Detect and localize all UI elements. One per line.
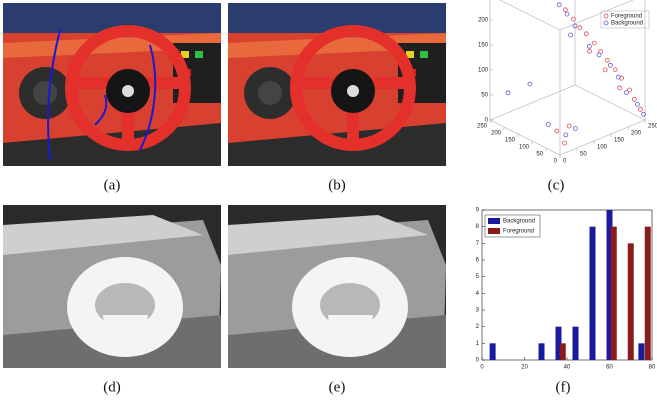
photo-a [3,3,221,166]
point [528,82,532,86]
box-edge [490,85,575,120]
bar [628,243,634,360]
y-tick-label: 3 [476,308,480,314]
x-tick-label: 20 [521,365,528,371]
z-tick-label: 150 [478,43,489,49]
y-tick-label: 50 [536,152,543,158]
y-tick-label: 2 [476,324,480,330]
point [635,102,639,106]
y-tick-label: 200 [491,131,502,137]
panel-label: (a) [104,177,121,193]
y-tick-label: 9 [476,208,480,214]
y-tick-label: 100 [519,145,530,151]
y-tick-label: 5 [476,274,480,280]
depth-d [3,205,221,368]
point [592,41,596,45]
z-tick-label: 100 [478,68,489,74]
legend-label: Foreground [611,14,642,20]
point [555,129,559,133]
box-edge [490,0,560,30]
point [567,124,571,128]
x-tick-label: 0 [563,159,567,165]
depth-e [228,205,446,368]
panel-label: (d) [103,379,121,395]
panel-label: (b) [328,177,346,193]
box-edge [575,85,645,120]
y-tick-label: 7 [476,241,480,247]
x-tick-label: 250 [648,124,657,130]
y-tick-label: 0 [554,159,558,165]
bar [573,327,579,360]
point [569,33,573,37]
legend-marker [604,21,608,25]
point [587,49,591,53]
point [564,133,568,137]
y-tick-label: 0 [476,358,480,364]
y-tick-label: 250 [477,124,488,130]
bar [539,343,545,360]
x-tick-label: 150 [614,138,625,144]
bar [590,227,596,360]
panel-label: (e) [329,379,346,395]
point [563,141,567,145]
point [608,63,612,67]
bar [645,227,651,360]
bar [490,343,496,360]
point [624,91,628,95]
x-tick-label: 200 [631,131,642,137]
panel-label: (f) [556,379,571,395]
point [571,17,575,21]
x-tick-label: 80 [649,365,656,371]
point [587,44,591,48]
x-tick-label: 100 [597,145,608,151]
x-tick-label: 60 [606,365,613,371]
point [632,97,636,101]
x-tick-label: 50 [580,152,587,158]
point [613,68,617,72]
y-tick-label: 4 [476,291,480,297]
legend-marker [604,14,608,18]
y-tick-label: 8 [476,224,480,230]
point [584,32,588,36]
figure: (a) (b) (c) (d) (e) (f) 0501001502002500… [0,0,657,403]
z-tick-label: 200 [478,18,489,24]
z-tick-label: 50 [481,93,488,99]
bar [638,343,644,360]
y-tick-label: 6 [476,258,480,264]
point [639,107,643,111]
point [618,86,622,90]
x-tick-label: 0 [480,365,484,371]
panel-label: (c) [548,177,565,193]
y-tick-label: 1 [476,341,480,347]
point [605,58,609,62]
point [506,91,510,95]
y-tick-label: 150 [505,138,516,144]
bar [560,343,566,360]
point [603,68,607,72]
point [573,127,577,131]
point [597,53,601,57]
photo-b [228,3,446,166]
point [565,12,569,16]
bar [611,227,617,360]
legend-label: Background [611,21,643,27]
legend-swatch [488,228,500,234]
x-tick-label: 40 [564,365,571,371]
point [546,123,550,127]
point [563,8,567,12]
point [557,3,561,7]
legend-label: Background [503,219,535,225]
point [578,26,582,30]
legend-swatch [488,218,500,224]
legend-label: Foreground [503,229,534,235]
